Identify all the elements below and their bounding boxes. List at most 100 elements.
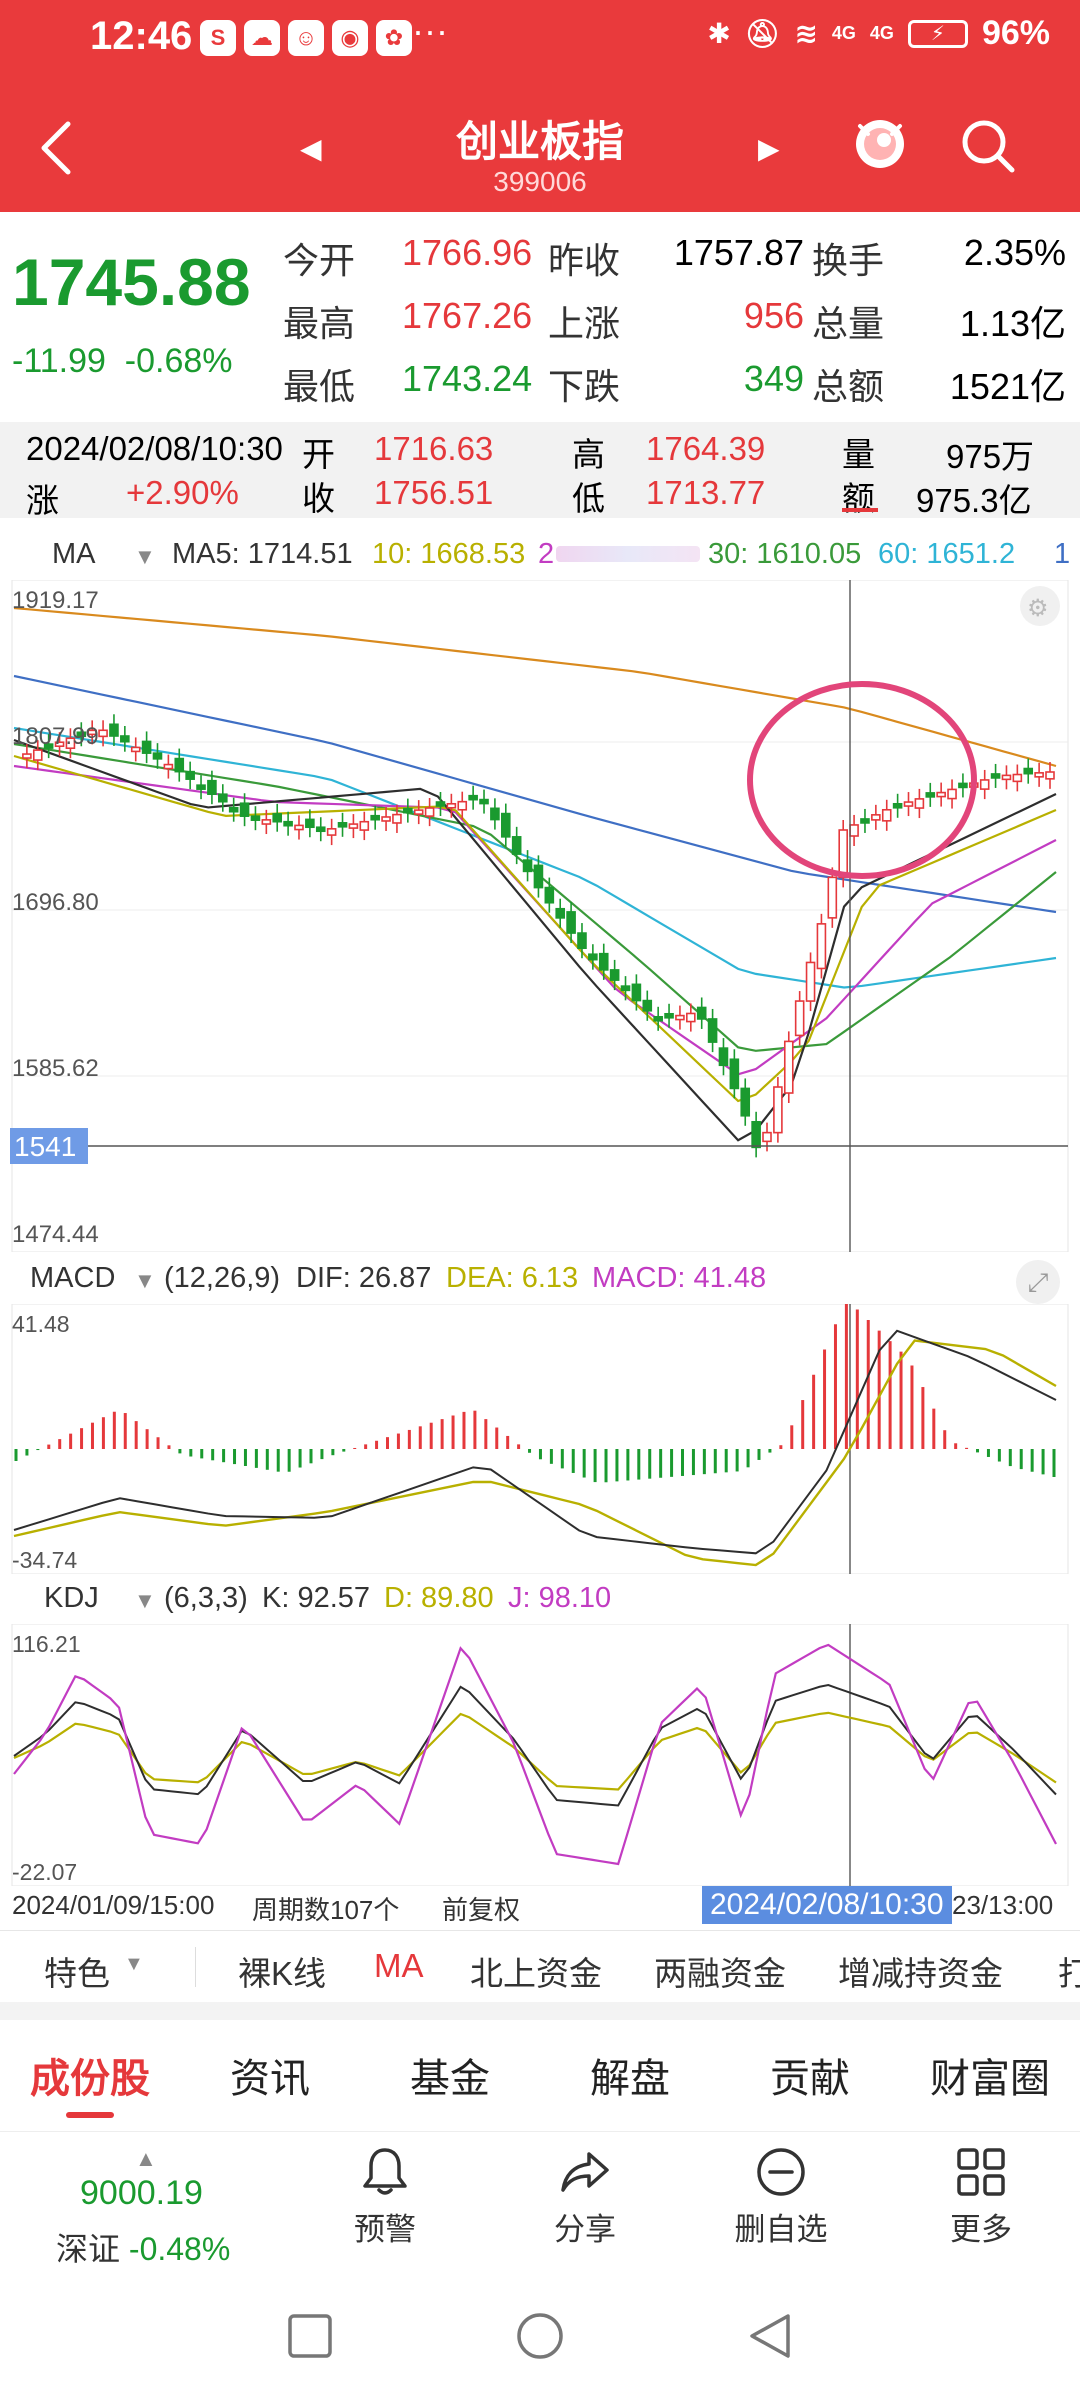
candle-body [207,779,217,795]
dea-value: DEA: 6.13 [446,1262,579,1294]
kline-frame [11,580,1069,1252]
more-button[interactable]: 更多 [906,2144,1056,2249]
tab-margin[interactable]: 两融资金 [654,1955,786,1992]
candle-body [816,923,827,970]
recent-apps-icon[interactable] [284,2310,336,2362]
candle-body [751,1120,761,1149]
kdj-chart[interactable]: 116.21 -22.07 [0,1624,1080,1886]
candle-body [381,816,391,822]
candle-body [43,743,54,749]
status-indicators: ✱ 🔕︎ ≋ 4G 4G ⚡ 96% [707,14,1050,53]
candle-body [120,735,130,743]
back-nav-icon[interactable] [744,2310,796,2362]
featured-dropdown-icon[interactable]: ▼ [124,1953,144,1975]
tab-featured[interactable]: 特色 [44,1955,110,1992]
candle-body [642,999,653,1012]
ma-indicator-name[interactable]: MA [52,538,96,570]
candle-body [315,826,326,833]
ma-legend[interactable]: MA ▼ MA5: 1714.51 10: 1668.53 2 30: 1610… [0,530,1080,580]
crosshair-price-tag [10,1128,88,1164]
candle-body [871,814,881,821]
kdj-y-max: 116.21 [12,1631,81,1657]
tab-constituents[interactable]: 成份股 [30,2057,150,2101]
macd-dropdown-icon[interactable]: ▼ [134,1268,156,1293]
macd-legend[interactable]: MACD ▼ (12,26,9) DIF: 26.87 DEA: 6.13 MA… [0,1258,1080,1304]
search-icon[interactable] [958,116,1018,176]
candle-body [479,798,489,805]
macd-frame-rect [11,1304,1069,1574]
expand-icon[interactable]: ⤢ [1016,1260,1060,1304]
next-stock-icon[interactable]: ▶ [758,133,780,164]
candle-body [620,985,631,992]
tab-holdings-change[interactable]: 增减持资金 [838,1955,1003,1992]
y-tick-label: 1474.44 [12,1221,99,1248]
app-icon-4: ◉ [332,20,368,56]
tab-analysis[interactable]: 解盘 [590,2057,670,2101]
app-header: 12:46 S ☁ ☺ ◉ ✿ ··· ✱ 🔕︎ ≋ 4G 4G ⚡ 96% ◀… [0,0,1080,212]
macd-chart[interactable]: 41.48 -34.74 [0,1304,1080,1574]
candle-body [664,1012,674,1019]
share-button[interactable]: 分享 [510,2144,660,2249]
price-axis-labels: 1919.17 1807.99 1696.80 1585.62 1474.44 [12,587,99,1248]
tab-contribution[interactable]: 贡献 [770,2057,850,2101]
candle-body [881,808,892,822]
prev-close-label: 昨收 [548,240,621,281]
kdj-indicator-name[interactable]: KDJ [44,1582,99,1614]
signal-2-icon: 4G [869,23,894,43]
kline-settings-icon[interactable] [1020,586,1060,626]
d-value: D: 89.80 [384,1582,494,1614]
info-open-label: 开 [302,436,335,473]
info-close-label: 收 [302,480,335,517]
shenzhen-index-name: 深证 [56,2231,121,2267]
candle-body [326,828,337,836]
y-tick-label: 1696.80 [12,889,99,916]
info-high-value: 1764.39 [646,430,766,467]
tab-more[interactable]: 打 [1058,1955,1080,1992]
kdj-dropdown-icon[interactable]: ▼ [134,1588,156,1613]
home-icon[interactable] [514,2310,566,2362]
candle-body [500,812,511,838]
macd-value: MACD: 41.48 [592,1262,767,1294]
candle-body [457,800,468,811]
kdj-legend[interactable]: KDJ ▼ (6,3,3) K: 92.57 D: 89.80 J: 98.10 [0,1578,1080,1624]
ma20-value: 2 [538,538,555,570]
candle-body [990,773,1001,779]
tab-ma[interactable]: MA [374,1947,424,1984]
macd-indicator-name[interactable]: MACD [30,1262,116,1294]
macd-lines [13,1329,1057,1567]
info-low-label: 低 [572,480,605,517]
candle-body [533,864,544,889]
bluetooth-icon: ✱ [707,18,731,49]
shenzhen-index-pct: -0.48% [128,2231,231,2267]
shenzhen-index-value: 9000.19 [80,2174,203,2212]
y-tick-label: 1919.17 [12,587,99,614]
candle-body [446,802,457,809]
tab-northbound[interactable]: 北上资金 [470,1955,602,1992]
candle-body [696,1006,707,1020]
remove-watchlist-button[interactable]: 删自选 [706,2144,856,2249]
candle-body [511,836,522,855]
crosshair-info-bar: 2024/02/08/10:30 开 1716.63 高 1764.39 量 9… [0,422,1080,519]
info-vol-value: 975万 [946,438,1035,475]
back-icon[interactable] [36,118,76,178]
amount-value: 1521亿 [949,366,1066,407]
ma-dropdown-icon[interactable]: ▼ [134,544,156,569]
kline-chart[interactable]: 1919.17 1807.99 1696.80 1585.62 1474.44 … [0,580,1080,1252]
mascot-icon[interactable] [850,112,910,172]
adjust-mode[interactable]: 前复权 [442,1895,521,1925]
alert-button[interactable]: 预警 [310,2144,460,2249]
alert-label: 预警 [354,2212,416,2247]
dea-line [13,1339,1057,1567]
tab-bare-kline[interactable]: 裸K线 [238,1955,327,1992]
prev-stock-icon[interactable]: ◀ [300,133,322,164]
candle-body [1045,771,1055,780]
high-label: 最高 [283,303,356,344]
macd-params: (12,26,9) [164,1262,281,1294]
tab-community[interactable]: 财富圈 [930,2057,1050,2101]
period-count: 周期数107个 [252,1895,400,1925]
candle-body [740,1087,751,1117]
tab-news[interactable]: 资讯 [230,2057,310,2101]
stock-code: 399006 [493,166,587,197]
tab-funds[interactable]: 基金 [410,2057,490,2101]
down-count-label: 下跌 [548,366,621,407]
